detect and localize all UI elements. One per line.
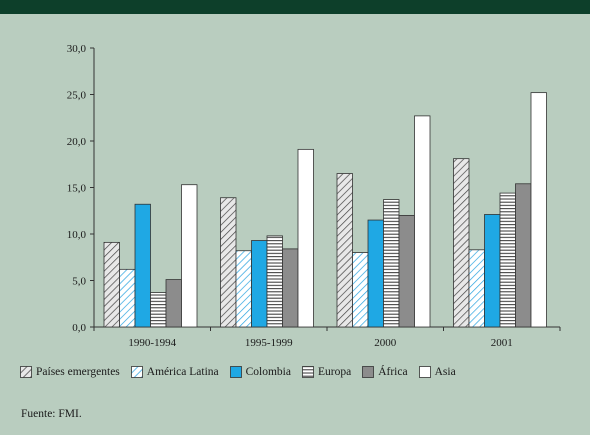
legend-swatch (130, 366, 143, 378)
legend-swatch (302, 366, 314, 378)
x-tick-label: 2001 (491, 337, 513, 349)
y-tick-label: 25,0 (67, 90, 87, 102)
bar (266, 235, 283, 328)
y-tick-label: 20,0 (67, 136, 87, 148)
bar (134, 203, 151, 328)
chart-legend: Países emergentes América Latina Colombia E… (20, 364, 580, 380)
legend-swatch (418, 366, 431, 378)
y-tick-label: 5,0 (72, 276, 86, 288)
bar (220, 197, 237, 328)
bar (398, 214, 415, 328)
bar (150, 292, 167, 328)
bar (484, 214, 501, 328)
x-tick-label: 1995-1999 (245, 337, 293, 349)
header-band (0, 0, 590, 14)
bar (352, 252, 369, 328)
legend-label: Europa (318, 366, 352, 378)
legend-label: América Latina (146, 366, 219, 378)
bar (165, 279, 182, 328)
bar (383, 199, 400, 328)
source-note: Fuente: FMI. (21, 408, 82, 420)
bar-chart: 0,0 5,0 10,0 15,0 20,0 25,0 30,0 1990-1994 1995-… (67, 43, 561, 349)
bar (515, 183, 532, 328)
bar (453, 158, 470, 328)
bar (297, 148, 314, 328)
bar (119, 268, 136, 328)
bar (468, 249, 485, 328)
legend-swatch (229, 366, 242, 378)
y-tick-label: 0,0 (72, 322, 86, 334)
y-tick-label: 15,0 (67, 183, 87, 195)
bar (530, 92, 547, 328)
bar (181, 184, 198, 328)
bar (235, 250, 252, 328)
legend-item: América Latina (130, 366, 219, 378)
legend-label: Países emergentes (36, 366, 120, 378)
legend-item: Europa (302, 366, 351, 378)
bar (251, 240, 268, 328)
x-tick-label: 1990-1994 (128, 337, 176, 349)
legend-label: Asia (434, 366, 456, 378)
legend-swatch (20, 366, 32, 378)
bar (499, 192, 516, 328)
bar (282, 248, 299, 328)
legend-item: Países emergentes (20, 366, 120, 378)
bar (103, 241, 120, 328)
legend-label: Colombia (245, 366, 291, 378)
legend-item: Asia (418, 366, 456, 378)
bar (336, 173, 353, 328)
y-tick-label: 30,0 (67, 43, 87, 55)
bar (367, 219, 384, 328)
y-tick-label: 10,0 (67, 229, 87, 241)
legend-item: Colombia (229, 366, 291, 378)
bar (414, 115, 431, 328)
x-tick-label: 2000 (374, 337, 397, 349)
legend-swatch (362, 366, 375, 378)
legend-label: África (378, 366, 408, 378)
legend-item: África (362, 366, 408, 378)
